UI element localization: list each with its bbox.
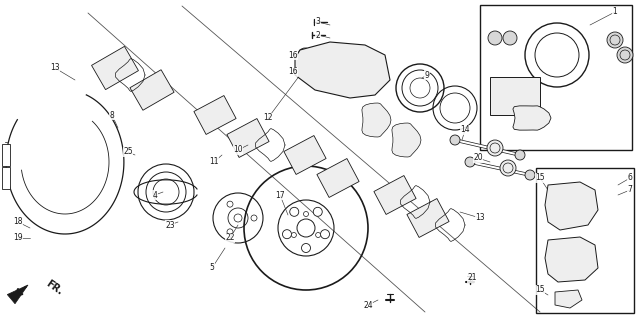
Text: 9: 9 — [424, 70, 429, 79]
Bar — [536, 168, 634, 313]
Circle shape — [607, 32, 623, 48]
Text: 17: 17 — [275, 190, 285, 199]
Text: 19: 19 — [13, 234, 23, 243]
Text: 10: 10 — [233, 146, 243, 155]
Text: 24: 24 — [363, 300, 373, 309]
Circle shape — [320, 230, 329, 239]
Circle shape — [465, 157, 475, 167]
Text: 23: 23 — [165, 220, 175, 229]
Polygon shape — [7, 285, 28, 304]
Text: 3: 3 — [316, 18, 320, 27]
Polygon shape — [91, 46, 138, 90]
Text: 5: 5 — [209, 263, 214, 273]
Circle shape — [283, 230, 292, 239]
Circle shape — [227, 201, 233, 207]
Bar — [480, 5, 632, 150]
Circle shape — [290, 207, 299, 216]
Circle shape — [450, 135, 460, 145]
Polygon shape — [227, 118, 269, 157]
Text: 2: 2 — [316, 30, 320, 39]
Circle shape — [313, 207, 322, 216]
Circle shape — [515, 150, 525, 160]
Polygon shape — [130, 70, 174, 110]
Text: 7: 7 — [628, 186, 632, 195]
Polygon shape — [392, 123, 421, 157]
Circle shape — [298, 48, 312, 62]
Text: 11: 11 — [209, 157, 219, 166]
Polygon shape — [545, 182, 598, 230]
Polygon shape — [513, 106, 551, 130]
Polygon shape — [374, 176, 416, 214]
Circle shape — [234, 214, 242, 222]
Polygon shape — [295, 42, 390, 98]
Circle shape — [292, 233, 297, 237]
Text: 8: 8 — [110, 110, 114, 119]
Text: 16: 16 — [288, 51, 298, 60]
Text: 14: 14 — [460, 125, 470, 134]
Text: 21: 21 — [467, 274, 477, 283]
Bar — [490, 77, 540, 115]
Circle shape — [298, 65, 312, 79]
Text: 22: 22 — [225, 234, 235, 243]
Text: 18: 18 — [13, 218, 23, 227]
Text: 13: 13 — [50, 63, 60, 73]
Circle shape — [487, 140, 503, 156]
Polygon shape — [284, 136, 326, 174]
Circle shape — [500, 160, 516, 176]
Circle shape — [617, 47, 633, 63]
Text: FR.: FR. — [44, 279, 64, 297]
Circle shape — [251, 215, 257, 221]
Text: 4: 4 — [152, 190, 158, 199]
Polygon shape — [555, 290, 582, 308]
Bar — [2, 167, 10, 189]
Circle shape — [304, 212, 309, 217]
Polygon shape — [194, 96, 236, 134]
Circle shape — [488, 31, 502, 45]
Text: 13: 13 — [475, 213, 485, 222]
Text: 20: 20 — [473, 154, 483, 163]
Text: 16: 16 — [288, 68, 298, 76]
Text: 15: 15 — [535, 285, 545, 294]
Circle shape — [525, 170, 535, 180]
Polygon shape — [545, 237, 598, 282]
Polygon shape — [407, 198, 449, 237]
Circle shape — [227, 229, 233, 235]
Text: 6: 6 — [628, 173, 632, 182]
Polygon shape — [317, 158, 359, 197]
Circle shape — [302, 244, 311, 252]
Text: 25: 25 — [123, 148, 133, 156]
Circle shape — [316, 233, 321, 237]
Circle shape — [503, 31, 517, 45]
Bar — [2, 144, 10, 166]
Polygon shape — [362, 103, 391, 137]
Text: 15: 15 — [535, 173, 545, 182]
Text: 1: 1 — [612, 7, 618, 17]
Text: 12: 12 — [263, 114, 273, 123]
